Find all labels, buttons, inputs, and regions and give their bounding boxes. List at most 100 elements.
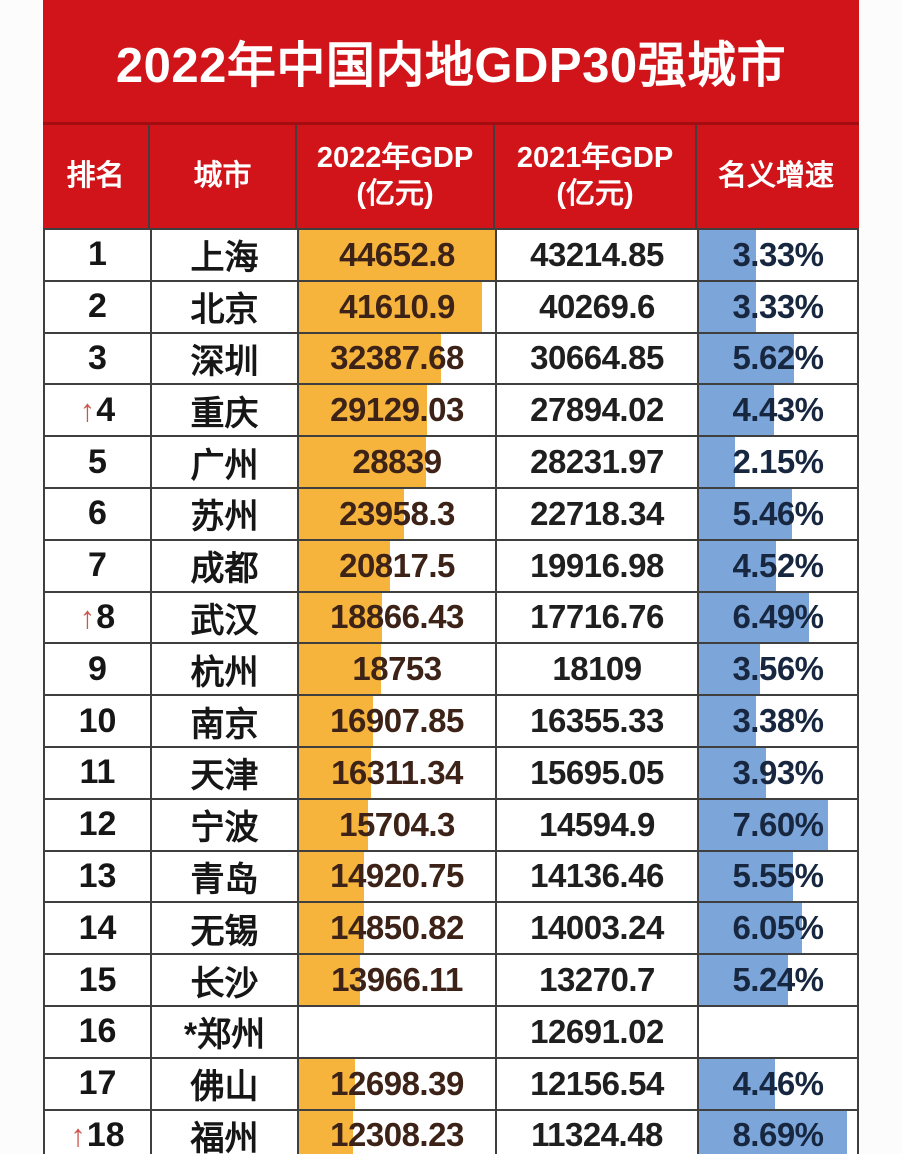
growth-databar (699, 230, 756, 280)
rank-value: 13 (78, 856, 117, 895)
gdp-2021-cell: 16355.33 (495, 696, 697, 746)
growth-value: 3.56% (732, 650, 824, 688)
growth-databar (699, 281, 756, 332)
gdp-2021-value: 43214.85 (530, 235, 664, 273)
gdp-2021-cell: 28231.97 (495, 437, 697, 487)
table-row: 11 天津 16311.34 15695.05 3.93% (43, 747, 859, 800)
gdp-2022-databar (299, 851, 365, 902)
city-name: 苏州 (190, 498, 259, 537)
gdp-2021-value: 13270.7 (539, 961, 655, 999)
gdp-2022-cell: 29129.03 (297, 385, 495, 436)
rank-cell: 11 (45, 748, 150, 798)
growth-cell: 5.62% (697, 333, 857, 384)
rank-cell: 15 (45, 955, 150, 1005)
growth-cell: 7.60% (697, 799, 857, 850)
gdp-2022-cell: 41610.9 (297, 281, 495, 332)
growth-databar (699, 333, 795, 384)
growth-value: 7.60% (732, 805, 824, 843)
gdp-2022-cell: 16311.34 (297, 747, 495, 798)
title-band: 2022年中国内地GDP30强城市 (43, 0, 859, 125)
table-row: 7 成都 20817.5 19916.98 4.52% (43, 540, 859, 593)
rank-cell: 3 (45, 334, 150, 384)
gdp-2021-cell: 40269.6 (495, 281, 697, 332)
rank-value: 10 (78, 701, 117, 740)
growth-value: 5.55% (732, 857, 824, 895)
rank-value: 9 (88, 649, 107, 688)
city-cell: *郑州 (150, 1006, 297, 1057)
gdp-2022-value: 44652.8 (339, 235, 455, 273)
growth-value: 3.33% (732, 287, 824, 325)
gdp-2021-value: 19916.98 (530, 546, 664, 584)
gdp-2022-databar (299, 230, 495, 280)
growth-databar (699, 903, 802, 954)
growth-cell: 3.38% (697, 696, 857, 746)
gdp-2022-cell (297, 1006, 495, 1057)
gdp-2022-databar (299, 592, 382, 643)
column-header-gdp-2021: 2021年GDP (亿元) (493, 125, 695, 228)
growth-cell: 4.46% (697, 1058, 857, 1109)
growth-value: 6.49% (732, 598, 824, 636)
gdp-2021-value: 14003.24 (530, 909, 664, 947)
gdp-ranking-table: 2022年中国内地GDP30强城市 排名 城市 2022年GDP (亿元) 20… (43, 0, 859, 1154)
gdp-2021-value: 22718.34 (530, 494, 664, 532)
gdp-2021-cell: 19916.98 (495, 540, 697, 591)
city-cell: 武汉 (150, 592, 297, 643)
gdp-2022-value: 16311.34 (331, 753, 463, 791)
gdp-2021-cell: 30664.85 (495, 333, 697, 384)
table-row: 1 上海 44652.8 43214.85 3.33% (43, 230, 859, 282)
growth-cell: 3.56% (697, 644, 857, 695)
city-name: 南京 (190, 705, 259, 744)
rank-cell: 6 (45, 489, 150, 539)
column-header-city: 城市 (148, 125, 295, 228)
rank-cell: 2 (45, 282, 150, 332)
rank-cell: 5 (45, 437, 150, 487)
gdp-2022-value: 28839 (352, 443, 442, 481)
rank-value: 4 (96, 390, 116, 429)
table-row: 9 杭州 18753 18109 3.56% (43, 644, 859, 697)
rank-cell: ↑ 18 (45, 1111, 150, 1154)
city-name: 北京 (190, 291, 259, 330)
gdp-2022-cell: 32387.68 (297, 333, 495, 384)
rank-cell: 10 (45, 696, 150, 746)
growth-cell: 4.52% (697, 540, 857, 591)
city-name: *郑州 (183, 1016, 266, 1055)
city-cell: 深圳 (150, 333, 297, 384)
column-header-gdp-2022: 2022年GDP (亿元) (295, 125, 493, 228)
gdp-2022-databar (299, 437, 426, 487)
rank-up-arrow-icon: ↑ (79, 599, 96, 635)
city-cell: 成都 (150, 540, 297, 591)
growth-value: 5.46% (732, 494, 824, 532)
rank-value: 11 (79, 753, 116, 792)
gdp-2022-value: 41610.9 (339, 287, 455, 325)
rank-cell: 14 (45, 903, 150, 953)
rank-value: 17 (78, 1064, 117, 1103)
gdp-2021-cell: 43214.85 (495, 230, 697, 280)
growth-value: 4.46% (732, 1064, 824, 1102)
city-cell: 上海 (150, 230, 297, 280)
growth-cell: 3.33% (697, 230, 857, 280)
gdp-2021-value: 12691.02 (530, 1012, 664, 1050)
rank-value: 18 (86, 1115, 125, 1154)
city-cell: 苏州 (150, 488, 297, 539)
rank-cell: ↑ 4 (45, 385, 150, 435)
gdp-2022-databar (299, 799, 368, 850)
gdp-2022-value: 20817.5 (339, 546, 455, 584)
growth-cell: 3.93% (697, 747, 857, 798)
table-row: 3 深圳 32387.68 30664.85 5.62% (43, 333, 859, 386)
growth-value: 4.52% (732, 546, 824, 584)
city-name: 福州 (190, 1119, 259, 1154)
growth-databar (699, 851, 794, 902)
gdp-2022-cell: 23958.3 (297, 488, 495, 539)
gdp-2022-cell: 16907.85 (297, 696, 495, 746)
gdp-2022-databar (299, 1058, 355, 1109)
growth-databar (699, 644, 760, 695)
gdp-2022-cell: 20817.5 (297, 540, 495, 591)
gdp-2022-databar (299, 1110, 354, 1154)
table-row: 6 苏州 23958.3 22718.34 5.46% (43, 488, 859, 541)
city-cell: 天津 (150, 747, 297, 798)
growth-databar (699, 1110, 847, 1154)
city-name: 武汉 (190, 601, 259, 640)
rank-value: 7 (88, 546, 107, 585)
growth-value: 4.43% (732, 391, 824, 429)
